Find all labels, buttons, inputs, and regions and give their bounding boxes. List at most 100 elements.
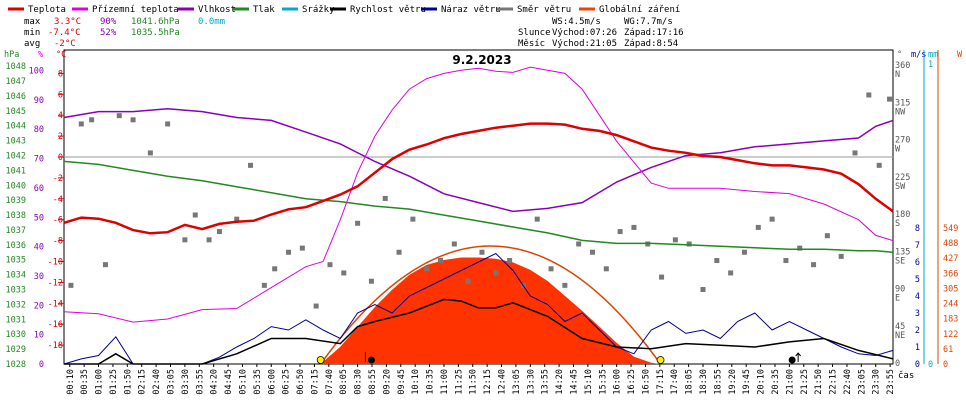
axis-unit-pct: %	[38, 50, 43, 60]
ms-tick-6: 2	[915, 326, 920, 336]
moonrise-marker	[788, 356, 796, 364]
time-tick-6: 02:40	[152, 369, 162, 395]
w-tick-5: 244	[943, 300, 958, 310]
series-wind-dir-point	[755, 224, 761, 230]
series-gust-line	[63, 252, 894, 365]
info-sunset: Západ:17:16	[624, 28, 684, 38]
dir-label-1: NW	[895, 107, 906, 117]
series-wind-dir-point	[327, 262, 333, 268]
series-wind-dir-point	[272, 266, 278, 272]
ms-tick-7: 1	[915, 343, 920, 353]
series-wind-dir-point	[797, 245, 803, 251]
series-wind-dir-point	[165, 121, 171, 127]
series-wind-dir-point	[548, 266, 554, 272]
time-tick-38: 16:00	[613, 369, 623, 395]
axis-unit-degc: °C	[56, 50, 66, 60]
hpa-tick-19: 1029	[6, 345, 26, 355]
ms-tick-3: 5	[915, 275, 920, 285]
series-humidity-line	[63, 107, 894, 213]
series-wind-dir-point	[216, 229, 222, 235]
hpa-tick-13: 1035	[6, 256, 26, 266]
degc-tick-3: 2	[58, 132, 63, 142]
hpa-tick-3: 1045	[6, 107, 26, 117]
stat-min-hum: 52%	[100, 28, 117, 38]
time-tick-18: 07:40	[325, 369, 335, 395]
w-tick-6: 183	[943, 315, 958, 325]
hpa-tick-14: 1034	[6, 271, 26, 281]
info-moon-label: Měsíc	[518, 39, 545, 49]
series-wind-dir-point	[603, 266, 609, 272]
time-tick-47: 19:45	[742, 369, 752, 395]
time-tick-44: 18:30	[699, 369, 709, 395]
degc-tick-2: 4	[58, 111, 63, 121]
pct-tick-2: 80	[34, 125, 44, 135]
time-tick-55: 23:05	[857, 369, 867, 395]
time-tick-32: 13:30	[526, 369, 536, 395]
dir-tick-3: 225	[895, 173, 910, 183]
hpa-tick-9: 1039	[6, 196, 26, 206]
w-tick-9: 0	[943, 360, 948, 370]
time-tick-42: 17:40	[670, 369, 680, 395]
series-wind-dir-point	[299, 245, 305, 251]
time-tick-43: 18:05	[685, 369, 695, 395]
series-wind-dir-point	[876, 162, 882, 168]
time-tick-49: 20:35	[771, 369, 781, 395]
series-wind-dir-point	[493, 270, 499, 276]
w-tick-8: 61	[943, 345, 953, 355]
dir-tick-0: 360	[895, 61, 910, 71]
series-wind-dir-point	[811, 262, 817, 268]
series-wind-dir-point	[714, 258, 720, 264]
dir-label-4: S	[895, 219, 900, 229]
axes: hPa% °C ° m/s mm W104810471046104510441043104…	[4, 50, 963, 395]
w-tick-3: 366	[943, 269, 958, 279]
series-wind-dir-point	[313, 303, 319, 309]
info-wg: WG:7.7m/s	[624, 17, 673, 27]
dir-label-5: SE	[895, 256, 905, 266]
stat-min-temp: -7.4°C	[48, 28, 81, 38]
hpa-tick-1: 1047	[6, 77, 26, 87]
series-wind-dir-point	[248, 162, 254, 168]
time-tick-56: 23:30	[872, 369, 882, 395]
time-tick-8: 03:30	[181, 369, 191, 395]
series-wind-dir-point	[672, 237, 678, 243]
chart-title: 9.2.2023	[452, 53, 511, 67]
time-tick-48: 20:10	[757, 369, 767, 395]
time-tick-46: 19:20	[728, 369, 738, 395]
series-wind-dir-point	[659, 274, 665, 280]
w-tick-2: 427	[943, 254, 958, 264]
degc-tick-12: -16	[48, 320, 63, 330]
mm-tick-1: 0	[928, 360, 933, 370]
pct-tick-8: 20	[34, 301, 44, 311]
series-wind-dir-point	[589, 249, 595, 255]
time-tick-34: 14:20	[555, 369, 565, 395]
ms-tick-4: 4	[915, 292, 920, 302]
time-tick-36: 15:10	[584, 369, 594, 395]
pct-tick-5: 50	[34, 213, 44, 223]
pct-tick-6: 40	[34, 243, 44, 253]
time-tick-16: 06:50	[296, 369, 306, 395]
dir-label-0: N	[895, 70, 900, 80]
degc-tick-8: -8	[53, 237, 63, 247]
hpa-tick-2: 1046	[6, 92, 26, 102]
time-tick-20: 08:30	[354, 369, 364, 395]
stat-max-label: max	[24, 17, 41, 27]
stat-max-hum: 90%	[100, 17, 117, 27]
series-layer	[63, 66, 894, 365]
w-tick-1: 488	[943, 239, 958, 249]
info-sunrise: Východ:07:26	[552, 28, 617, 38]
series-wind-dir-point	[341, 270, 347, 276]
time-tick-25: 10:35	[426, 369, 436, 395]
hpa-tick-8: 1040	[6, 181, 26, 191]
time-tick-28: 11:50	[469, 369, 479, 395]
series-wind-dir-point	[451, 241, 457, 247]
time-tick-37: 15:35	[598, 369, 608, 395]
series-wind-dir-point	[130, 117, 136, 123]
series-wind-dir-point	[206, 237, 212, 243]
series-wind-dir-point	[261, 282, 267, 288]
degc-tick-11: -14	[48, 299, 63, 309]
time-tick-45: 18:55	[713, 369, 723, 395]
hpa-tick-6: 1042	[6, 151, 26, 161]
series-temperature-line	[63, 122, 894, 235]
legend-label-1: Přízemní teplota	[92, 5, 179, 15]
hpa-tick-5: 1043	[6, 137, 26, 147]
